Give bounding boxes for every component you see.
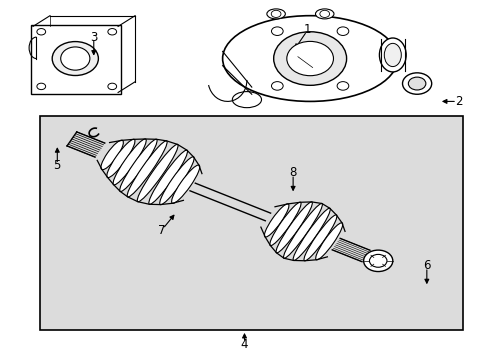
Text: 8: 8: [289, 166, 296, 179]
Ellipse shape: [292, 208, 329, 261]
Ellipse shape: [52, 41, 98, 76]
Circle shape: [336, 82, 348, 90]
Circle shape: [271, 10, 281, 18]
Ellipse shape: [379, 38, 406, 72]
Text: 6: 6: [422, 259, 430, 272]
Ellipse shape: [222, 16, 397, 102]
Ellipse shape: [171, 165, 199, 203]
Ellipse shape: [120, 139, 157, 192]
Ellipse shape: [384, 43, 401, 67]
Ellipse shape: [269, 202, 301, 246]
Ellipse shape: [283, 203, 322, 258]
Circle shape: [108, 28, 116, 35]
Text: 5: 5: [54, 159, 61, 172]
Text: 2: 2: [454, 95, 461, 108]
Ellipse shape: [232, 91, 261, 108]
Text: 1: 1: [304, 23, 311, 36]
Text: 4: 4: [240, 338, 248, 351]
Ellipse shape: [61, 47, 90, 70]
Ellipse shape: [315, 9, 333, 19]
Ellipse shape: [315, 223, 342, 260]
Ellipse shape: [264, 204, 288, 237]
FancyBboxPatch shape: [40, 116, 462, 330]
Circle shape: [319, 10, 329, 18]
Circle shape: [407, 77, 425, 90]
Circle shape: [271, 27, 283, 36]
FancyBboxPatch shape: [30, 24, 120, 94]
Circle shape: [108, 83, 116, 90]
Text: 3: 3: [90, 31, 97, 44]
Circle shape: [286, 41, 333, 76]
Ellipse shape: [113, 139, 146, 185]
Ellipse shape: [127, 141, 167, 197]
Circle shape: [336, 27, 348, 36]
Ellipse shape: [101, 140, 123, 170]
Ellipse shape: [137, 144, 178, 202]
Circle shape: [273, 32, 346, 85]
Circle shape: [37, 83, 45, 90]
Ellipse shape: [160, 157, 194, 204]
Ellipse shape: [148, 150, 187, 204]
Ellipse shape: [266, 9, 285, 19]
Circle shape: [363, 250, 392, 271]
Circle shape: [402, 73, 431, 94]
Circle shape: [37, 28, 45, 35]
Text: 7: 7: [158, 224, 165, 237]
Ellipse shape: [106, 139, 135, 177]
Circle shape: [369, 255, 386, 267]
Ellipse shape: [275, 202, 312, 253]
FancyArrowPatch shape: [297, 57, 312, 68]
Ellipse shape: [304, 215, 336, 261]
Circle shape: [271, 82, 283, 90]
